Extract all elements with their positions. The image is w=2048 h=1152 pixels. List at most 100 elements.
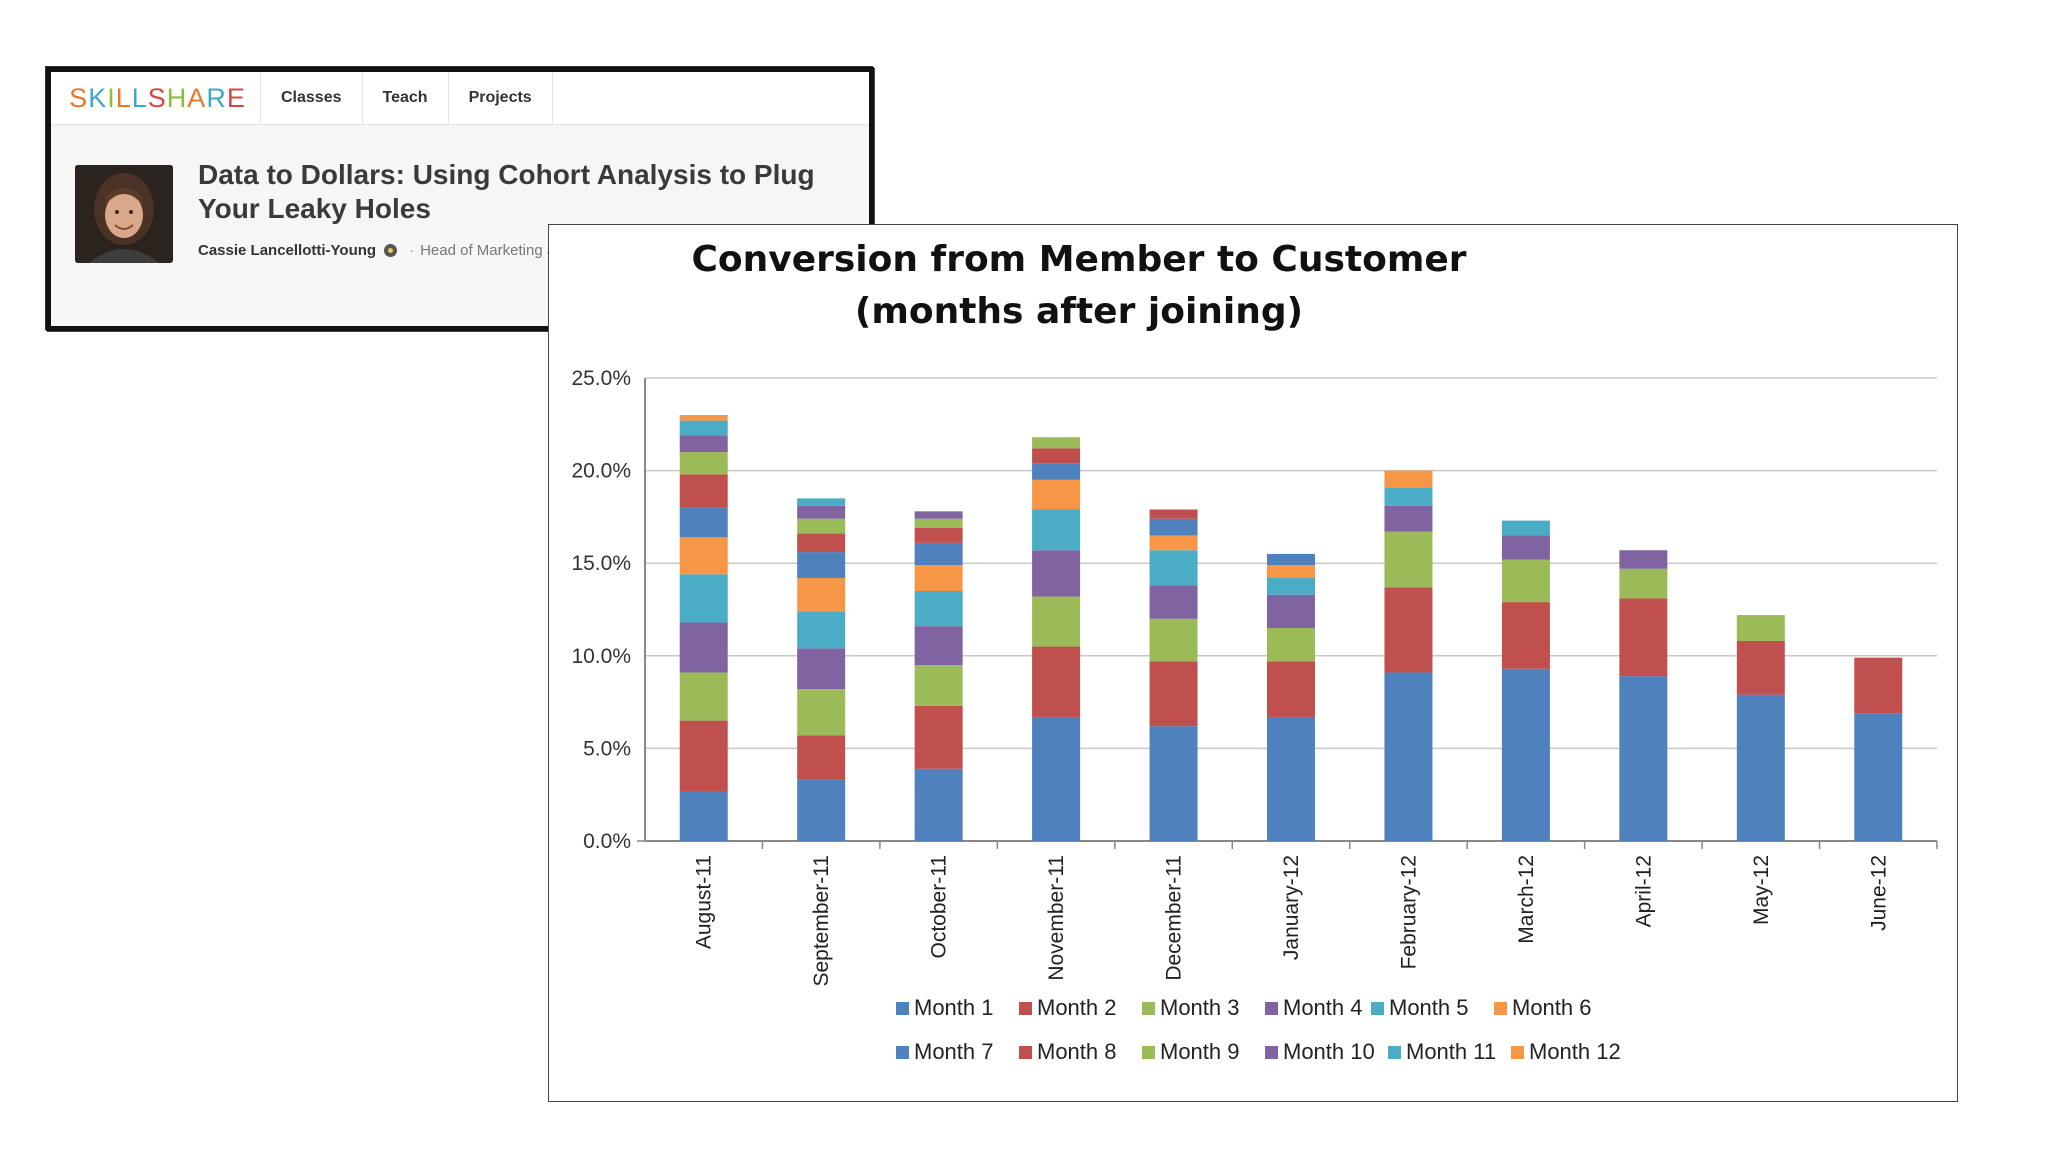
x-tick-label: August-11	[693, 855, 716, 949]
bar-segment	[1149, 661, 1198, 727]
x-tick-label: January-12	[1280, 855, 1303, 960]
nav-classes[interactable]: Classes	[261, 72, 363, 124]
bar-segment	[1032, 716, 1081, 841]
x-tick-label: March-12	[1515, 855, 1538, 944]
bar-segment	[914, 665, 963, 706]
nav-teach[interactable]: Teach	[363, 72, 449, 124]
bar-segment	[1267, 578, 1315, 595]
logo-letter: E	[226, 82, 246, 113]
legend-label: Month 9	[1160, 1039, 1240, 1064]
bar-segment	[1384, 587, 1433, 673]
legend-swatch	[1265, 1046, 1278, 1059]
bar-segment	[1267, 565, 1315, 579]
x-tick-label: December-11	[1163, 855, 1186, 981]
bar-segment	[1384, 487, 1433, 506]
x-tick-label: September-11	[810, 855, 833, 987]
bar-segment	[797, 505, 846, 519]
bar-segment	[1149, 618, 1198, 662]
legend-label: Month 1	[914, 995, 994, 1020]
bar-segment	[1384, 470, 1433, 488]
logo-letter: H	[166, 82, 188, 113]
bar-segment	[1501, 559, 1550, 603]
bar-segment	[1619, 598, 1668, 677]
bar-segment	[1032, 479, 1081, 510]
legend-label: Month 10	[1283, 1039, 1375, 1064]
legend-swatch	[1142, 1002, 1155, 1015]
bar-segment	[679, 622, 728, 673]
logo-letter: K	[88, 82, 108, 113]
bar-segment	[1267, 661, 1315, 717]
legend-swatch	[1511, 1046, 1524, 1059]
bar-segment	[797, 611, 846, 649]
chart-frame: Conversion from Member to Customer (month…	[548, 224, 1958, 1102]
bar-segment	[1501, 668, 1550, 841]
x-tick-label: November-11	[1045, 855, 1068, 981]
bar-segment	[914, 511, 963, 519]
legend-swatch	[896, 1046, 909, 1059]
bar-segment	[679, 672, 728, 721]
bar-segment	[1032, 550, 1081, 597]
legend-label: Month 2	[1037, 995, 1117, 1020]
bar-segment	[1032, 437, 1081, 449]
author-name[interactable]: Cassie Lancellotti-Young	[198, 242, 377, 259]
bar-segment	[679, 537, 728, 575]
y-tick-label: 15.0%	[571, 552, 631, 575]
bar-segment	[797, 735, 846, 780]
y-tick-label: 10.0%	[571, 645, 631, 668]
bar-segment	[1267, 553, 1315, 566]
bar-segment	[1032, 596, 1081, 647]
bar-segment	[1736, 615, 1785, 641]
nav-projects[interactable]: Projects	[449, 72, 553, 124]
bar-segment	[1501, 520, 1550, 536]
bar-segment	[914, 565, 963, 591]
legend-swatch	[896, 1002, 909, 1015]
legend-label: Month 6	[1512, 995, 1592, 1020]
logo-letter: L	[131, 82, 148, 113]
legend-label: Month 4	[1283, 995, 1363, 1020]
chart-title-line: Conversion from Member to Customer	[691, 239, 1466, 280]
bar-segment	[914, 518, 963, 529]
teacher-avatar[interactable]	[75, 165, 173, 263]
bar-segment	[1149, 550, 1198, 586]
legend-label: Month 12	[1529, 1039, 1621, 1064]
bar-segment	[1149, 535, 1198, 551]
bar-segment	[679, 452, 728, 475]
bar-segment	[679, 507, 728, 538]
x-tick-label: February-12	[1397, 855, 1420, 969]
separator: ·	[409, 242, 415, 259]
course-title[interactable]: Data to Dollars: Using Cohort Analysis t…	[198, 159, 815, 224]
bar-segment	[1854, 657, 1903, 714]
y-tick-label: 25.0%	[571, 367, 631, 390]
y-tick-label: 20.0%	[571, 460, 631, 483]
bar-segment	[679, 790, 728, 841]
bar-segment	[914, 528, 963, 543]
legend-swatch	[1019, 1046, 1032, 1059]
bar-segment	[1032, 463, 1081, 480]
bar-segment	[1619, 676, 1668, 841]
bar-segment	[914, 768, 963, 841]
bar-segment	[1032, 646, 1081, 717]
bar-segment	[679, 574, 728, 623]
bar-segment	[1149, 585, 1198, 619]
bar-segment	[1619, 550, 1668, 569]
bar-segment	[914, 705, 963, 769]
legend-label: Month 7	[914, 1039, 994, 1064]
bar-segment	[1736, 694, 1785, 841]
bar-segment	[1267, 594, 1315, 629]
legend-swatch	[1019, 1002, 1032, 1015]
bar-segment	[797, 779, 846, 841]
legend-swatch	[1265, 1002, 1278, 1015]
bar-segment	[797, 689, 846, 736]
bar-segment	[1854, 713, 1903, 841]
bar-segment	[1149, 509, 1198, 519]
legend-label: Month 8	[1037, 1039, 1117, 1064]
bar-segment	[797, 498, 846, 506]
bar-segment	[797, 533, 846, 553]
bar-segment	[1501, 602, 1550, 669]
logo-letter: S	[147, 82, 167, 113]
bar-segment	[1619, 568, 1668, 599]
bar-segment	[1384, 505, 1433, 532]
logo-letter: I	[107, 82, 116, 113]
